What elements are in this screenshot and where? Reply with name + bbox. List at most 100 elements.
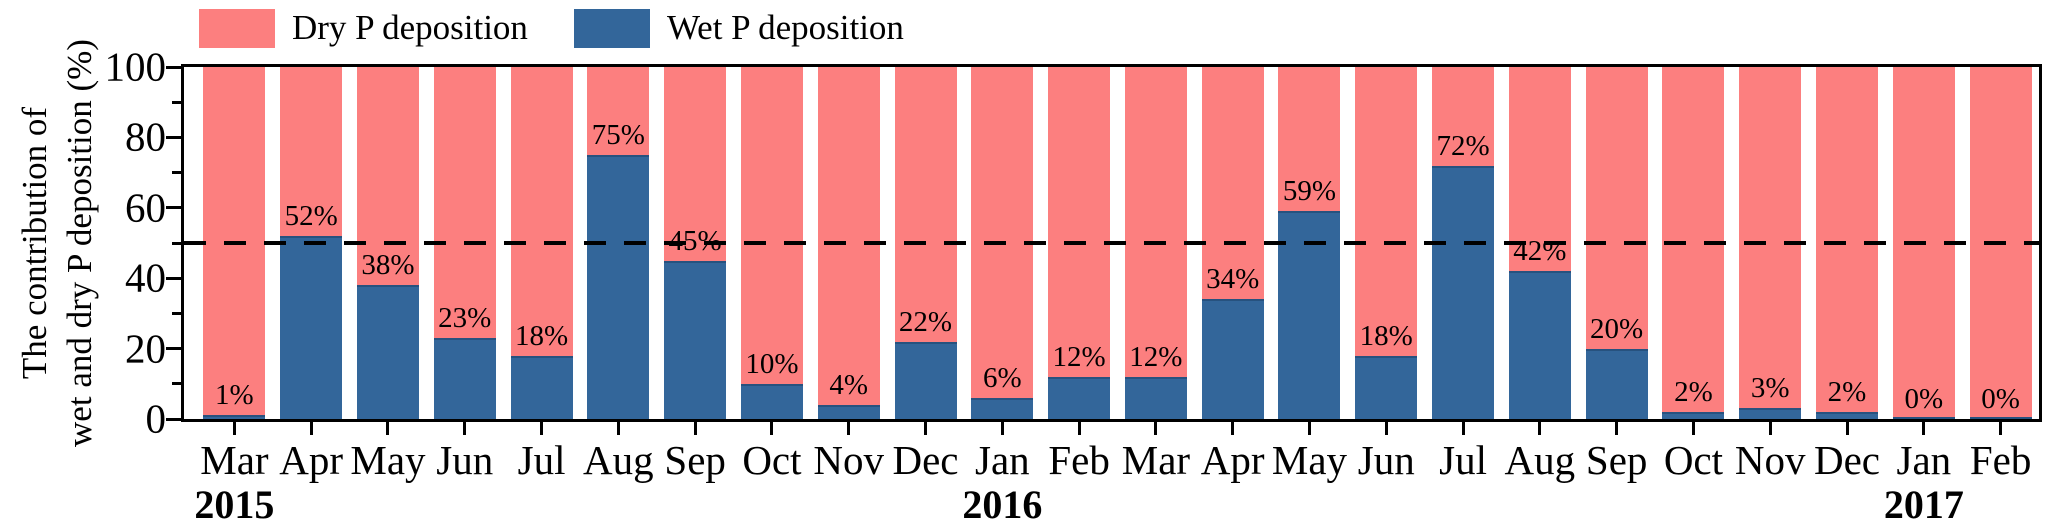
bar-wet-segment: [510, 355, 573, 419]
legend-item-wet: Wet P deposition: [573, 8, 904, 48]
x-axis-tick: [693, 419, 697, 435]
x-tick-label: Apr: [1200, 437, 1265, 483]
bar-value-label: 18%: [514, 319, 569, 352]
bar-value-label: 23%: [438, 302, 492, 335]
bar-value-label: 72%: [1436, 129, 1490, 162]
bar-value-label: 75%: [591, 119, 645, 151]
x-tick-label: Feb: [1048, 437, 1110, 483]
x-tick-label: May: [350, 437, 426, 483]
x-tick-label: Feb: [1969, 437, 2032, 483]
y-axis-title-line2: wet and dry P deposition (%): [60, 39, 99, 447]
reference-line-50pct: [184, 241, 2039, 245]
y-axis-minor-tick: [172, 241, 181, 245]
bar-wet-segment: [894, 341, 957, 419]
bar-wet-segment: [1201, 299, 1264, 419]
legend-label-dry: Dry P deposition: [292, 8, 528, 47]
wet-deposition-swatch: [573, 8, 650, 48]
bar-value-label: 6%: [982, 361, 1022, 394]
bar-wet-segment: [433, 338, 496, 419]
x-tick-label: Jan: [1896, 437, 1952, 483]
bar-value-label: 20%: [1590, 312, 1644, 345]
x-axis-tick: [463, 419, 467, 435]
y-axis-major-tick: [166, 206, 181, 210]
bar-value-label: 10%: [745, 347, 799, 380]
year-label: 2017: [1883, 482, 1964, 527]
x-axis-tick: [1922, 419, 1926, 435]
bar-wet-segment: [1969, 417, 2032, 419]
x-tick-label: Oct: [1663, 437, 1724, 483]
x-tick-label: Jun: [1357, 437, 1415, 483]
x-tick-label: Mar: [1121, 437, 1191, 483]
bar-wet-segment: [1508, 271, 1571, 419]
bar-wet-segment: [1739, 408, 1802, 419]
y-tick-label: 0: [145, 395, 167, 442]
x-tick-label: Nov: [1734, 437, 1806, 483]
x-axis-tick: [1154, 419, 1158, 435]
x-axis-tick: [232, 419, 236, 435]
x-tick-label: Aug: [583, 437, 654, 483]
year-label: 2016: [962, 482, 1043, 527]
x-axis-tick: [924, 419, 928, 435]
bar-wet-segment: [587, 155, 650, 419]
year-label: 2015: [194, 482, 275, 527]
bar-group: 72%: [1432, 67, 1495, 419]
legend: Dry P deposition Wet P deposition: [199, 6, 904, 50]
x-axis-tick: [309, 419, 313, 435]
x-axis-tick: [1538, 419, 1542, 435]
x-axis-tick: [1077, 419, 1081, 435]
x-axis-tick: [1845, 419, 1849, 435]
x-axis-tick: [847, 419, 851, 435]
plot-area: 1% 52% 38% 23% 18% 75% 45% 10% 4% 22% 6% 12% 12% 34% 5…: [105, 46, 2042, 525]
bar-wet-segment: [1816, 411, 1879, 419]
bar-value-label: 59%: [1282, 175, 1337, 208]
x-tick-label: Jun: [436, 437, 494, 483]
bar-value-label: 12%: [1052, 340, 1106, 373]
y-tick-label: 60: [125, 184, 166, 231]
bar-wet-segment: [1048, 376, 1111, 419]
bar-wet-segment: [740, 383, 803, 419]
y-tick-label: 100: [104, 43, 167, 90]
x-axis-tick: [770, 419, 774, 435]
x-axis-tick: [1307, 419, 1311, 435]
bar-value-label: 2%: [1827, 375, 1867, 408]
bar-value-label: 2%: [1674, 375, 1713, 408]
x-tick-label: Dec: [892, 437, 959, 483]
x-axis-tick: [1615, 419, 1619, 435]
bar-wet-segment: [356, 285, 419, 419]
x-axis-tick: [540, 419, 544, 435]
bar-wet-segment: [1662, 411, 1725, 419]
x-axis-tick: [1691, 419, 1695, 435]
bar-wet-segment: [203, 415, 266, 419]
y-axis-title-line1: The contribution of: [15, 106, 54, 380]
x-axis-tick: [1000, 419, 1004, 435]
y-axis-major-tick: [166, 417, 181, 421]
bar-value-label: 52%: [284, 199, 338, 232]
y-tick-label: 80: [125, 113, 166, 160]
x-axis-tick: [1384, 419, 1388, 435]
bar-wet-segment: [1124, 376, 1187, 419]
x-tick-label: Jul: [517, 437, 566, 483]
bar-value-label: 38%: [361, 249, 415, 282]
y-axis-major-tick: [166, 276, 181, 280]
bar-value-label: 18%: [1359, 319, 1413, 352]
bar-wet-segment: [1892, 417, 1955, 419]
x-axis-tick: [1999, 419, 2003, 435]
x-tick-label: Aug: [1504, 437, 1576, 483]
legend-item-dry: Dry P deposition: [199, 8, 528, 48]
y-axis-major-tick: [166, 65, 181, 69]
y-axis-minor-tick: [172, 311, 181, 315]
legend-label-wet: Wet P deposition: [666, 8, 904, 47]
y-axis-major-tick: [166, 347, 181, 351]
x-tick-label: Oct: [742, 437, 802, 483]
x-tick-label: Nov: [813, 437, 885, 483]
y-tick-label: 20: [125, 325, 166, 372]
bar-wet-segment: [280, 235, 343, 419]
x-tick-label: Jul: [1439, 437, 1487, 483]
x-tick-label: Sep: [664, 437, 726, 483]
bar-wet-segment: [1278, 211, 1341, 419]
bar-value-label: 22%: [898, 305, 953, 338]
bar-value-label: 0%: [1981, 383, 2020, 415]
x-tick-label: May: [1271, 437, 1348, 483]
x-axis-tick: [1768, 419, 1772, 435]
y-axis-minor-tick: [172, 171, 181, 175]
